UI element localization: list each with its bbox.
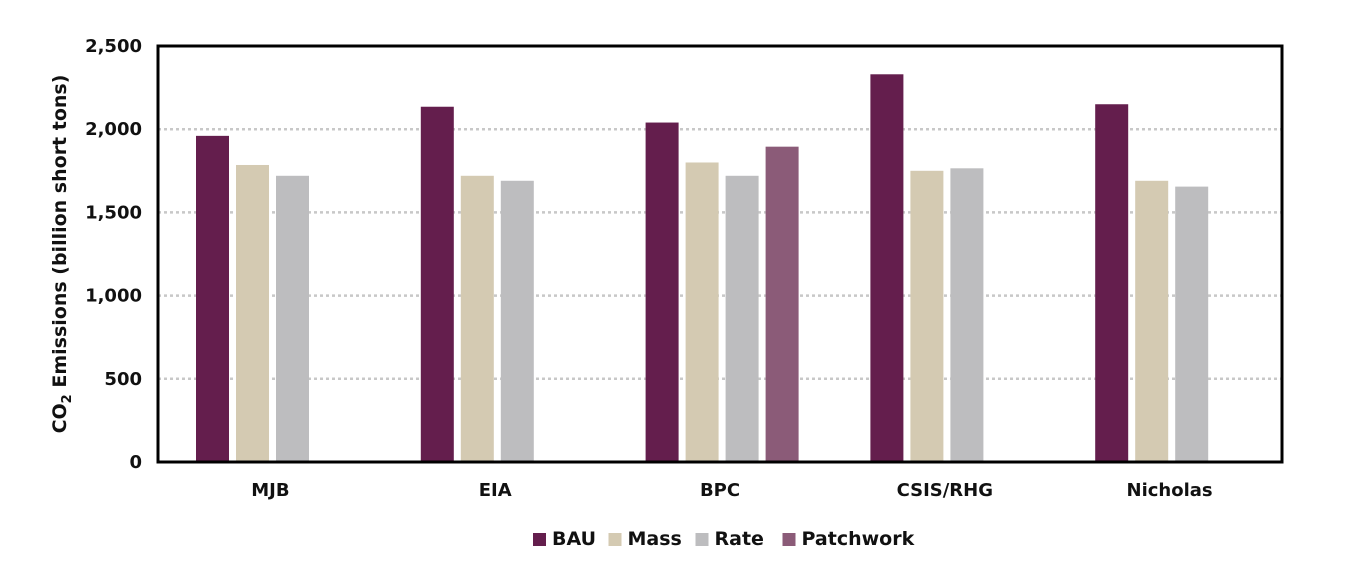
y-axis-label: CO2 Emissions (billion short tons)	[49, 75, 75, 434]
bar-rate-bpc	[725, 175, 759, 463]
y-axis-label-subscript: 2	[60, 394, 75, 403]
legend-label-patchwork: Patchwork	[802, 528, 915, 550]
legend-label-rate: Rate	[715, 528, 764, 550]
bar-rate-mjb	[276, 175, 309, 463]
bar-mass-eia	[460, 175, 494, 463]
bar-mass-bpc	[685, 162, 719, 463]
y-tick-label: 2,000	[85, 119, 142, 140]
bar-bau-csis-rhg	[870, 74, 904, 463]
bar-patchwork-bpc	[765, 146, 799, 462]
legend: BAU Mass Rate Patchwork	[533, 528, 915, 550]
bars	[196, 74, 1209, 463]
x-category-label: BPC	[700, 480, 740, 501]
y-tick-label: 0	[129, 452, 142, 473]
y-tick-label: 1,500	[85, 202, 142, 223]
y-axis-ticks: 0 500 1,000 1,500 2,000 2,500	[85, 36, 142, 473]
legend-label-mass: Mass	[628, 528, 682, 550]
bar-bau-bpc	[645, 122, 679, 462]
x-category-label: CSIS/RHG	[897, 480, 993, 501]
y-tick-label: 500	[104, 369, 142, 390]
y-axis-label-suffix: Emissions (billion short tons)	[49, 75, 71, 395]
bar-mass-mjb	[236, 164, 269, 462]
legend-swatch-rate	[695, 533, 709, 546]
bar-bau-nicholas	[1095, 104, 1129, 463]
y-tick-label: 1,000	[85, 286, 142, 307]
bar-bau-eia	[420, 106, 454, 463]
bar-bau-mjb	[196, 135, 229, 462]
plot-frame	[156, 44, 1284, 464]
gridlines	[158, 127, 1282, 381]
legend-swatch-patchwork	[782, 533, 796, 546]
bar-rate-eia	[500, 180, 534, 462]
bar-rate-nicholas	[1175, 186, 1209, 462]
y-tick-label: 2,500	[85, 36, 142, 57]
x-category-label: EIA	[479, 480, 512, 501]
bar-rate-csis-rhg	[950, 168, 984, 462]
legend-swatch-mass	[608, 533, 622, 546]
x-category-label: Nicholas	[1127, 480, 1213, 501]
legend-swatch-bau	[533, 533, 546, 546]
y-axis-label-prefix: CO	[49, 403, 71, 433]
legend-label-bau: BAU	[552, 528, 596, 550]
bar-mass-nicholas	[1135, 180, 1169, 462]
x-axis-categories: MJB EIA BPC CSIS/RHG Nicholas	[251, 480, 1212, 501]
x-category-label: MJB	[251, 480, 289, 501]
bar-mass-csis-rhg	[910, 170, 944, 463]
